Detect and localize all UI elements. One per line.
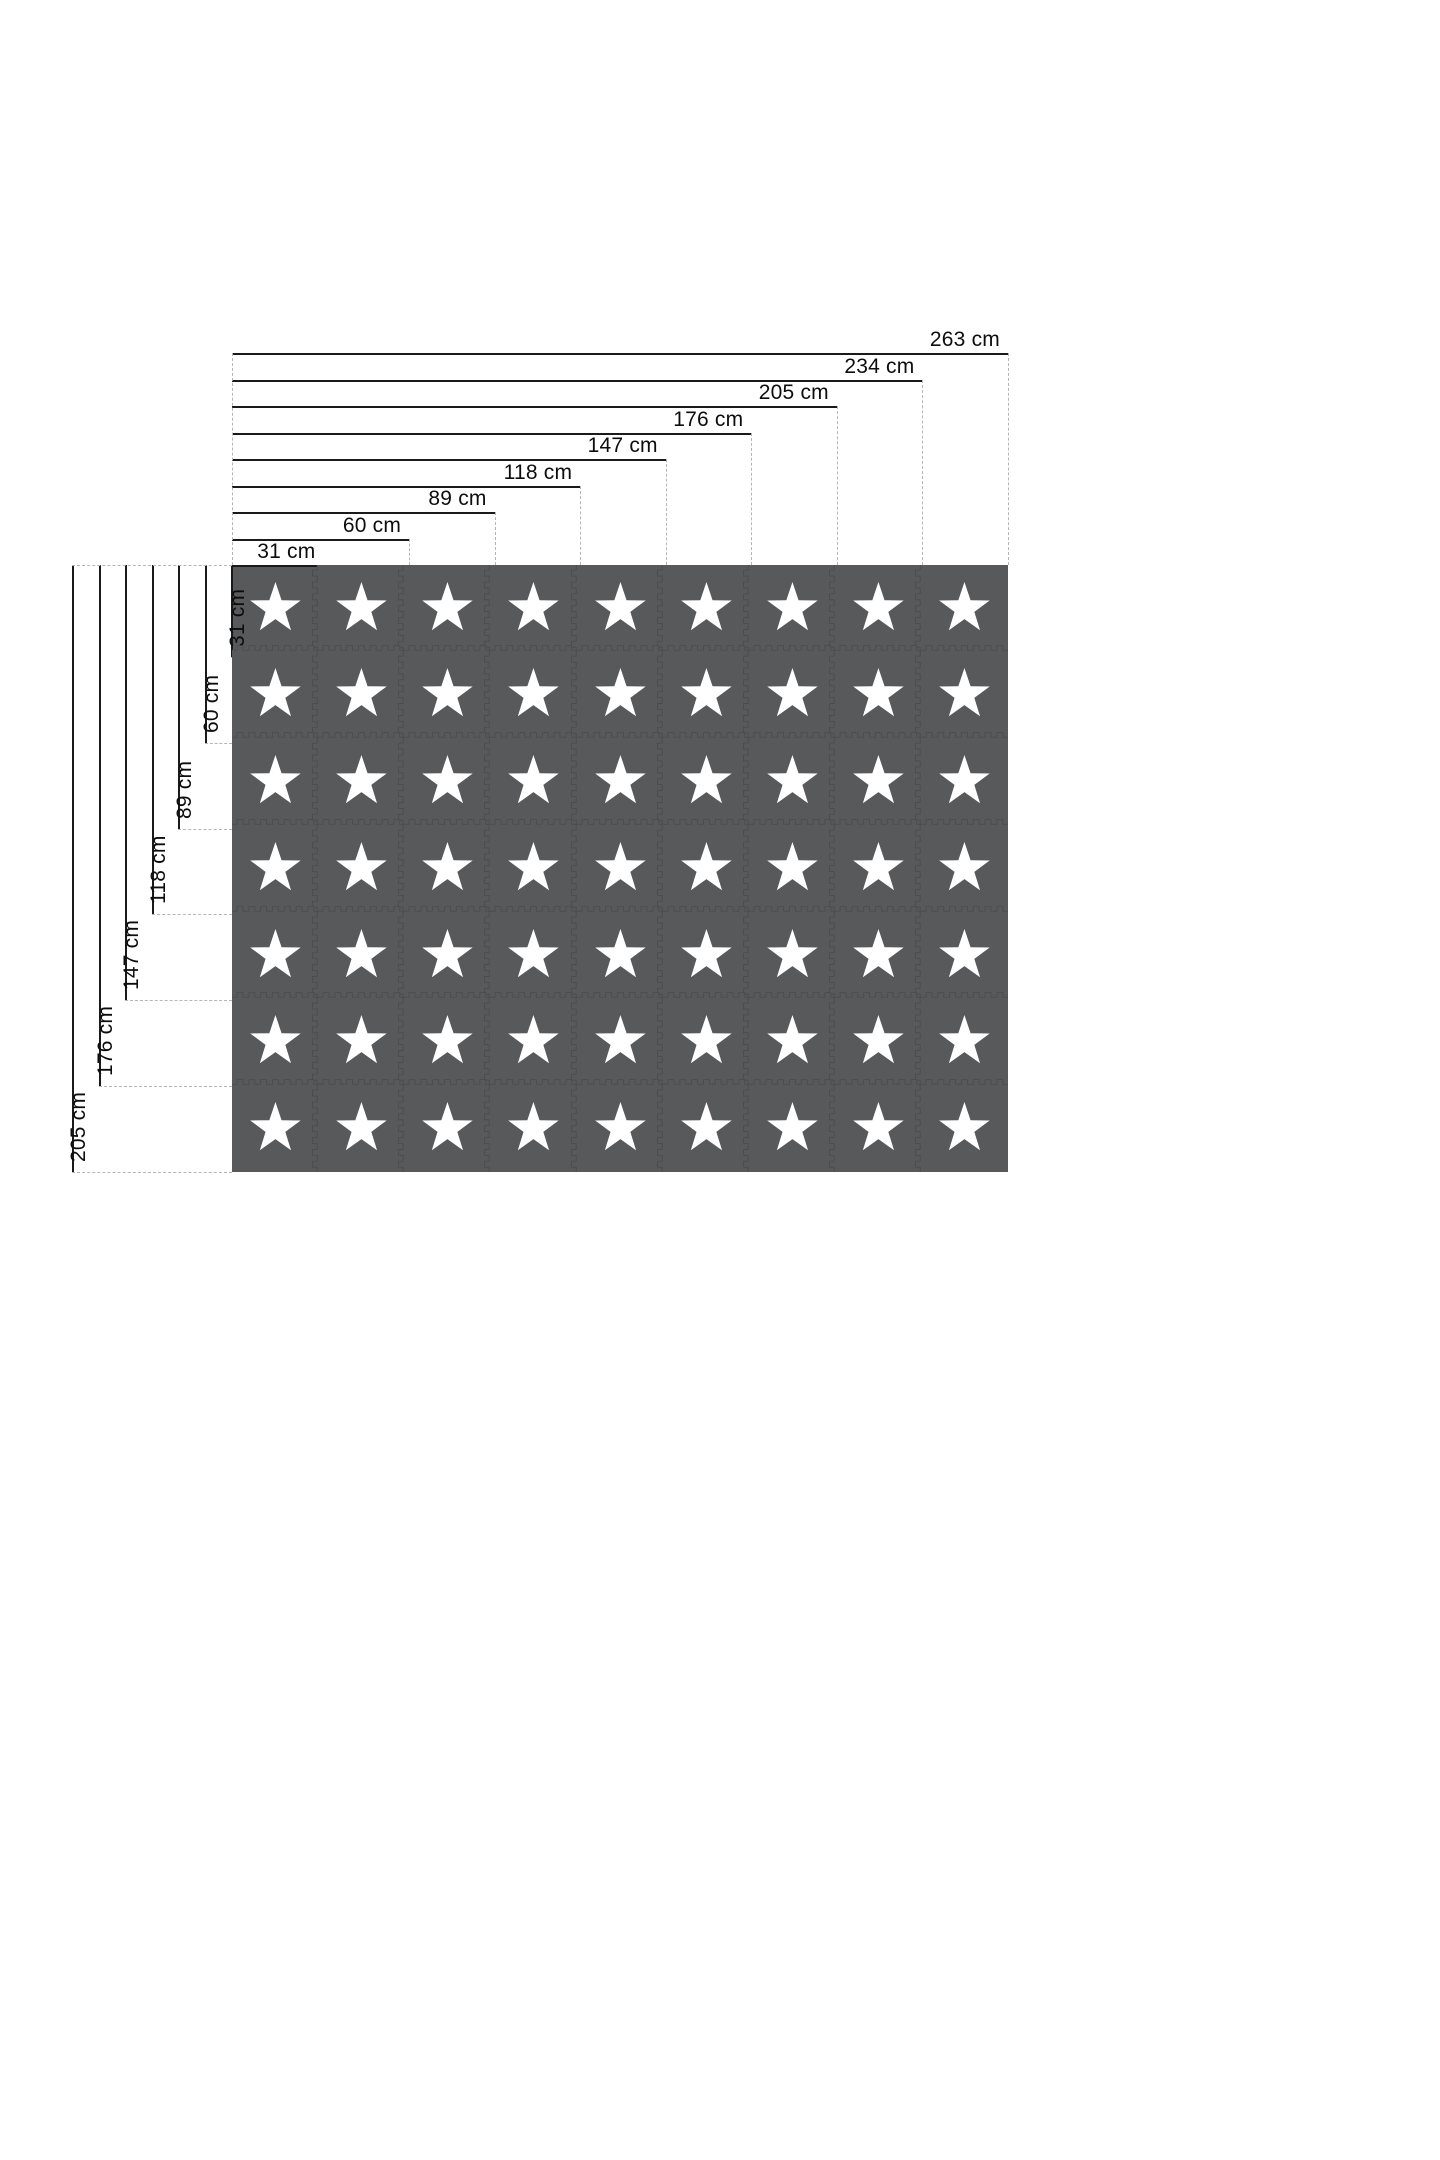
top-origin-extension-line <box>232 353 233 565</box>
left-extension-line <box>178 828 232 830</box>
left-dimension-label: 176 cm <box>93 1006 117 1077</box>
mat-tile <box>311 1078 412 1172</box>
top-dimension-label: 31 cm <box>257 540 316 563</box>
top-extension-line <box>922 379 924 565</box>
top-extension-line <box>836 406 838 565</box>
mat-tile <box>656 1078 757 1172</box>
left-dimension-label: 60 cm <box>199 674 223 733</box>
mat-tile <box>397 1078 498 1172</box>
left-dimension-label: 89 cm <box>173 760 196 819</box>
top-dimension-label: 60 cm <box>342 513 402 537</box>
left-dimension-line <box>72 565 74 1172</box>
mat-tile <box>828 1078 929 1172</box>
top-dimension-label: 205 cm <box>758 381 829 404</box>
left-extension-line <box>125 1000 232 1002</box>
left-dimension-line <box>204 565 207 743</box>
top-dimension-line <box>232 406 837 408</box>
left-extension-line <box>98 1086 232 1088</box>
mat-tile <box>483 1078 584 1172</box>
left-dimension-label: 31 cm <box>226 588 249 647</box>
top-dimension-label: 234 cm <box>844 354 915 378</box>
top-dimension-line <box>232 379 923 382</box>
top-extension-line <box>1008 353 1009 565</box>
top-dimension-label: 176 cm <box>673 407 744 431</box>
top-extension-line <box>494 512 496 565</box>
top-dimension-line <box>232 565 324 567</box>
top-dimension-line <box>232 538 410 541</box>
left-dimension-line <box>151 565 154 915</box>
top-dimension-label: 118 cm <box>503 460 573 484</box>
top-dimension-label: 147 cm <box>587 434 658 457</box>
left-dimension-line <box>125 565 127 1001</box>
top-extension-line <box>409 538 411 565</box>
left-extension-line <box>72 1172 232 1173</box>
left-origin-extension-line <box>72 565 232 566</box>
left-dimension-label: 147 cm <box>120 920 143 991</box>
top-extension-line <box>751 432 753 565</box>
left-dimension-label: 118 cm <box>146 835 170 905</box>
mat-tile <box>232 1078 326 1172</box>
top-dimension-line <box>232 432 752 435</box>
top-dimension-label: 89 cm <box>428 487 487 510</box>
mat-tile <box>570 1078 671 1172</box>
top-extension-line <box>665 459 667 565</box>
top-dimension-line <box>232 459 666 461</box>
top-dimension-label: 263 cm <box>929 328 1000 351</box>
mat-tile <box>914 1078 1008 1172</box>
left-dimension-line <box>178 565 180 829</box>
play-mat <box>232 565 1008 1172</box>
mat-tile <box>742 1078 843 1172</box>
left-extension-line <box>204 742 232 744</box>
top-dimension-line <box>232 353 1008 355</box>
top-extension-line <box>580 485 582 565</box>
left-dimension-line <box>98 565 101 1087</box>
left-dimension-label: 205 cm <box>67 1091 90 1162</box>
left-dimension-line <box>231 565 233 657</box>
top-dimension-line <box>232 485 581 488</box>
top-dimension-line <box>232 512 495 514</box>
left-extension-line <box>151 914 232 916</box>
